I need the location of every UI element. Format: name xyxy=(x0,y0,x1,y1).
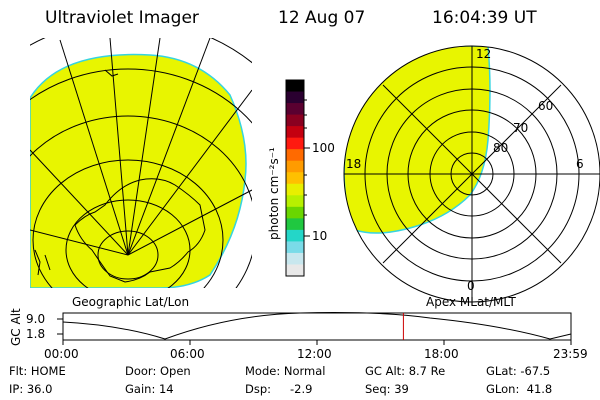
mlt-label-0: 0 xyxy=(467,279,475,293)
status-mode: Mode: Normal xyxy=(245,364,326,378)
colorbar-stripe xyxy=(286,137,304,150)
status-flt: Flt: HOME xyxy=(9,364,66,378)
status-dsp-label: Dsp: xyxy=(245,382,272,396)
geographic-map xyxy=(30,38,252,288)
mlat-label-60: 60 xyxy=(538,99,554,113)
colorbar-stripe xyxy=(286,252,304,265)
colorbar-stripe xyxy=(286,160,304,173)
colorbar-stripe xyxy=(286,80,304,93)
colorbar-stripe xyxy=(286,218,304,231)
colorbar-stripe xyxy=(286,103,304,116)
colorbar-stripe xyxy=(286,114,304,127)
header-time: 16:04:39 UT xyxy=(432,8,537,28)
polar-map xyxy=(343,45,600,303)
colorbar-stripe xyxy=(286,126,304,139)
mlt-label-18: 18 xyxy=(346,157,362,171)
status-gain: Gain: 14 xyxy=(125,382,174,396)
colorbar-stripe xyxy=(286,183,304,196)
status-door: Door: Open xyxy=(125,364,191,378)
status-gc-alt: GC Alt: 8.7 Re xyxy=(365,364,446,378)
status-ip: IP: 36.0 xyxy=(9,382,53,396)
colorbar-stripe xyxy=(286,172,304,185)
geo-coastline xyxy=(74,178,206,283)
alt-xtick-0000: 00:00 xyxy=(44,347,79,361)
geo-parallels xyxy=(30,38,252,288)
alt-ytick-9: 9.0 xyxy=(26,312,46,326)
mlt-label-6: 6 xyxy=(576,157,584,171)
geo-meridians xyxy=(30,38,252,256)
colorbar-stripe xyxy=(286,264,304,277)
alt-xtick-2359: 23:59 xyxy=(553,347,588,361)
colorbar-tick-10: 10 xyxy=(312,229,328,243)
alt-ylabel: GC Alt xyxy=(9,308,23,346)
status-dsp-value: -2.9 xyxy=(290,382,313,396)
colorbar-stripe xyxy=(286,91,304,104)
geo-caption: Geographic Lat/Lon xyxy=(72,295,190,309)
alt-xtick-0600: 06:00 xyxy=(170,347,205,361)
mlt-label-12: 12 xyxy=(476,47,492,61)
alt-ytick-1.8: 1.8 xyxy=(26,327,46,341)
colorbar-stripe xyxy=(286,206,304,219)
status-glon: GLon: 41.8 xyxy=(486,382,553,396)
status-seq: Seq: 39 xyxy=(365,382,409,396)
app-title: Ultraviolet Imager xyxy=(45,8,199,28)
colorbar-tick-100: 100 xyxy=(312,141,335,155)
colorbar-stripe xyxy=(286,241,304,254)
altitude-curve xyxy=(62,312,572,340)
mlat-label-80: 80 xyxy=(493,141,509,155)
colorbar-unit-label: photon cm⁻²s⁻¹ xyxy=(267,147,281,240)
polar-grid xyxy=(343,45,600,303)
alt-xtick-1800: 18:00 xyxy=(424,347,459,361)
alt-xtick-1200: 12:00 xyxy=(297,347,332,361)
polar-aurora-fill xyxy=(344,46,491,234)
colorbar-stripe xyxy=(286,195,304,208)
colorbar-stripe xyxy=(286,149,304,162)
polar-caption: Apex MLat/MLT xyxy=(426,295,516,309)
colorbar xyxy=(285,79,310,277)
status-glat: GLat: -67.5 xyxy=(486,364,551,378)
mlat-label-70: 70 xyxy=(513,121,529,135)
header-date: 12 Aug 07 xyxy=(278,8,366,28)
altitude-plot xyxy=(57,312,572,345)
geo-aurora-fill xyxy=(30,53,247,288)
colorbar-stripe xyxy=(286,229,304,242)
